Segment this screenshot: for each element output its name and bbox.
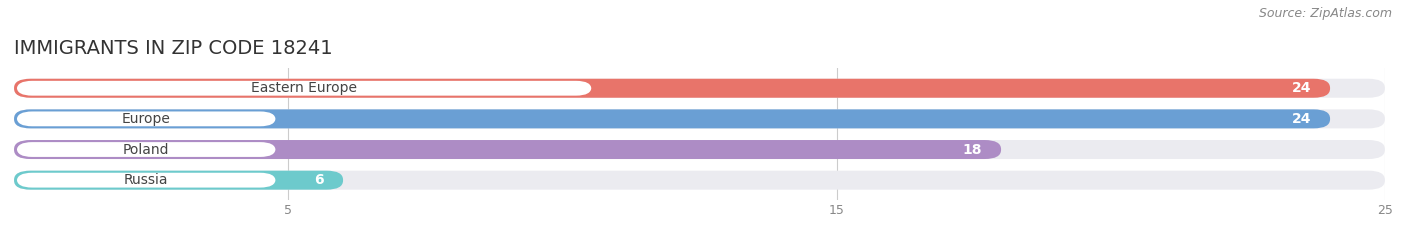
FancyBboxPatch shape [17, 142, 276, 157]
Text: 24: 24 [1291, 81, 1310, 95]
FancyBboxPatch shape [17, 112, 276, 126]
Text: Eastern Europe: Eastern Europe [252, 81, 357, 95]
Text: IMMIGRANTS IN ZIP CODE 18241: IMMIGRANTS IN ZIP CODE 18241 [14, 40, 333, 58]
FancyBboxPatch shape [14, 79, 1385, 98]
Text: 6: 6 [315, 173, 323, 187]
Text: Poland: Poland [122, 142, 170, 156]
FancyBboxPatch shape [14, 109, 1385, 128]
FancyBboxPatch shape [17, 173, 276, 188]
Text: 18: 18 [962, 142, 981, 156]
Text: 24: 24 [1291, 112, 1310, 126]
Text: Russia: Russia [124, 173, 169, 187]
FancyBboxPatch shape [17, 81, 592, 96]
FancyBboxPatch shape [14, 79, 1330, 98]
Text: Source: ZipAtlas.com: Source: ZipAtlas.com [1258, 7, 1392, 20]
FancyBboxPatch shape [14, 171, 343, 190]
FancyBboxPatch shape [14, 171, 1385, 190]
FancyBboxPatch shape [14, 140, 1385, 159]
FancyBboxPatch shape [14, 140, 1001, 159]
Text: Europe: Europe [122, 112, 170, 126]
FancyBboxPatch shape [14, 109, 1330, 128]
